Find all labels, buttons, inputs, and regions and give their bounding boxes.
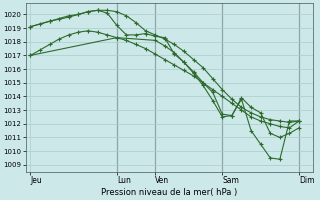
X-axis label: Pression niveau de la mer( hPa ): Pression niveau de la mer( hPa ) <box>101 188 238 197</box>
